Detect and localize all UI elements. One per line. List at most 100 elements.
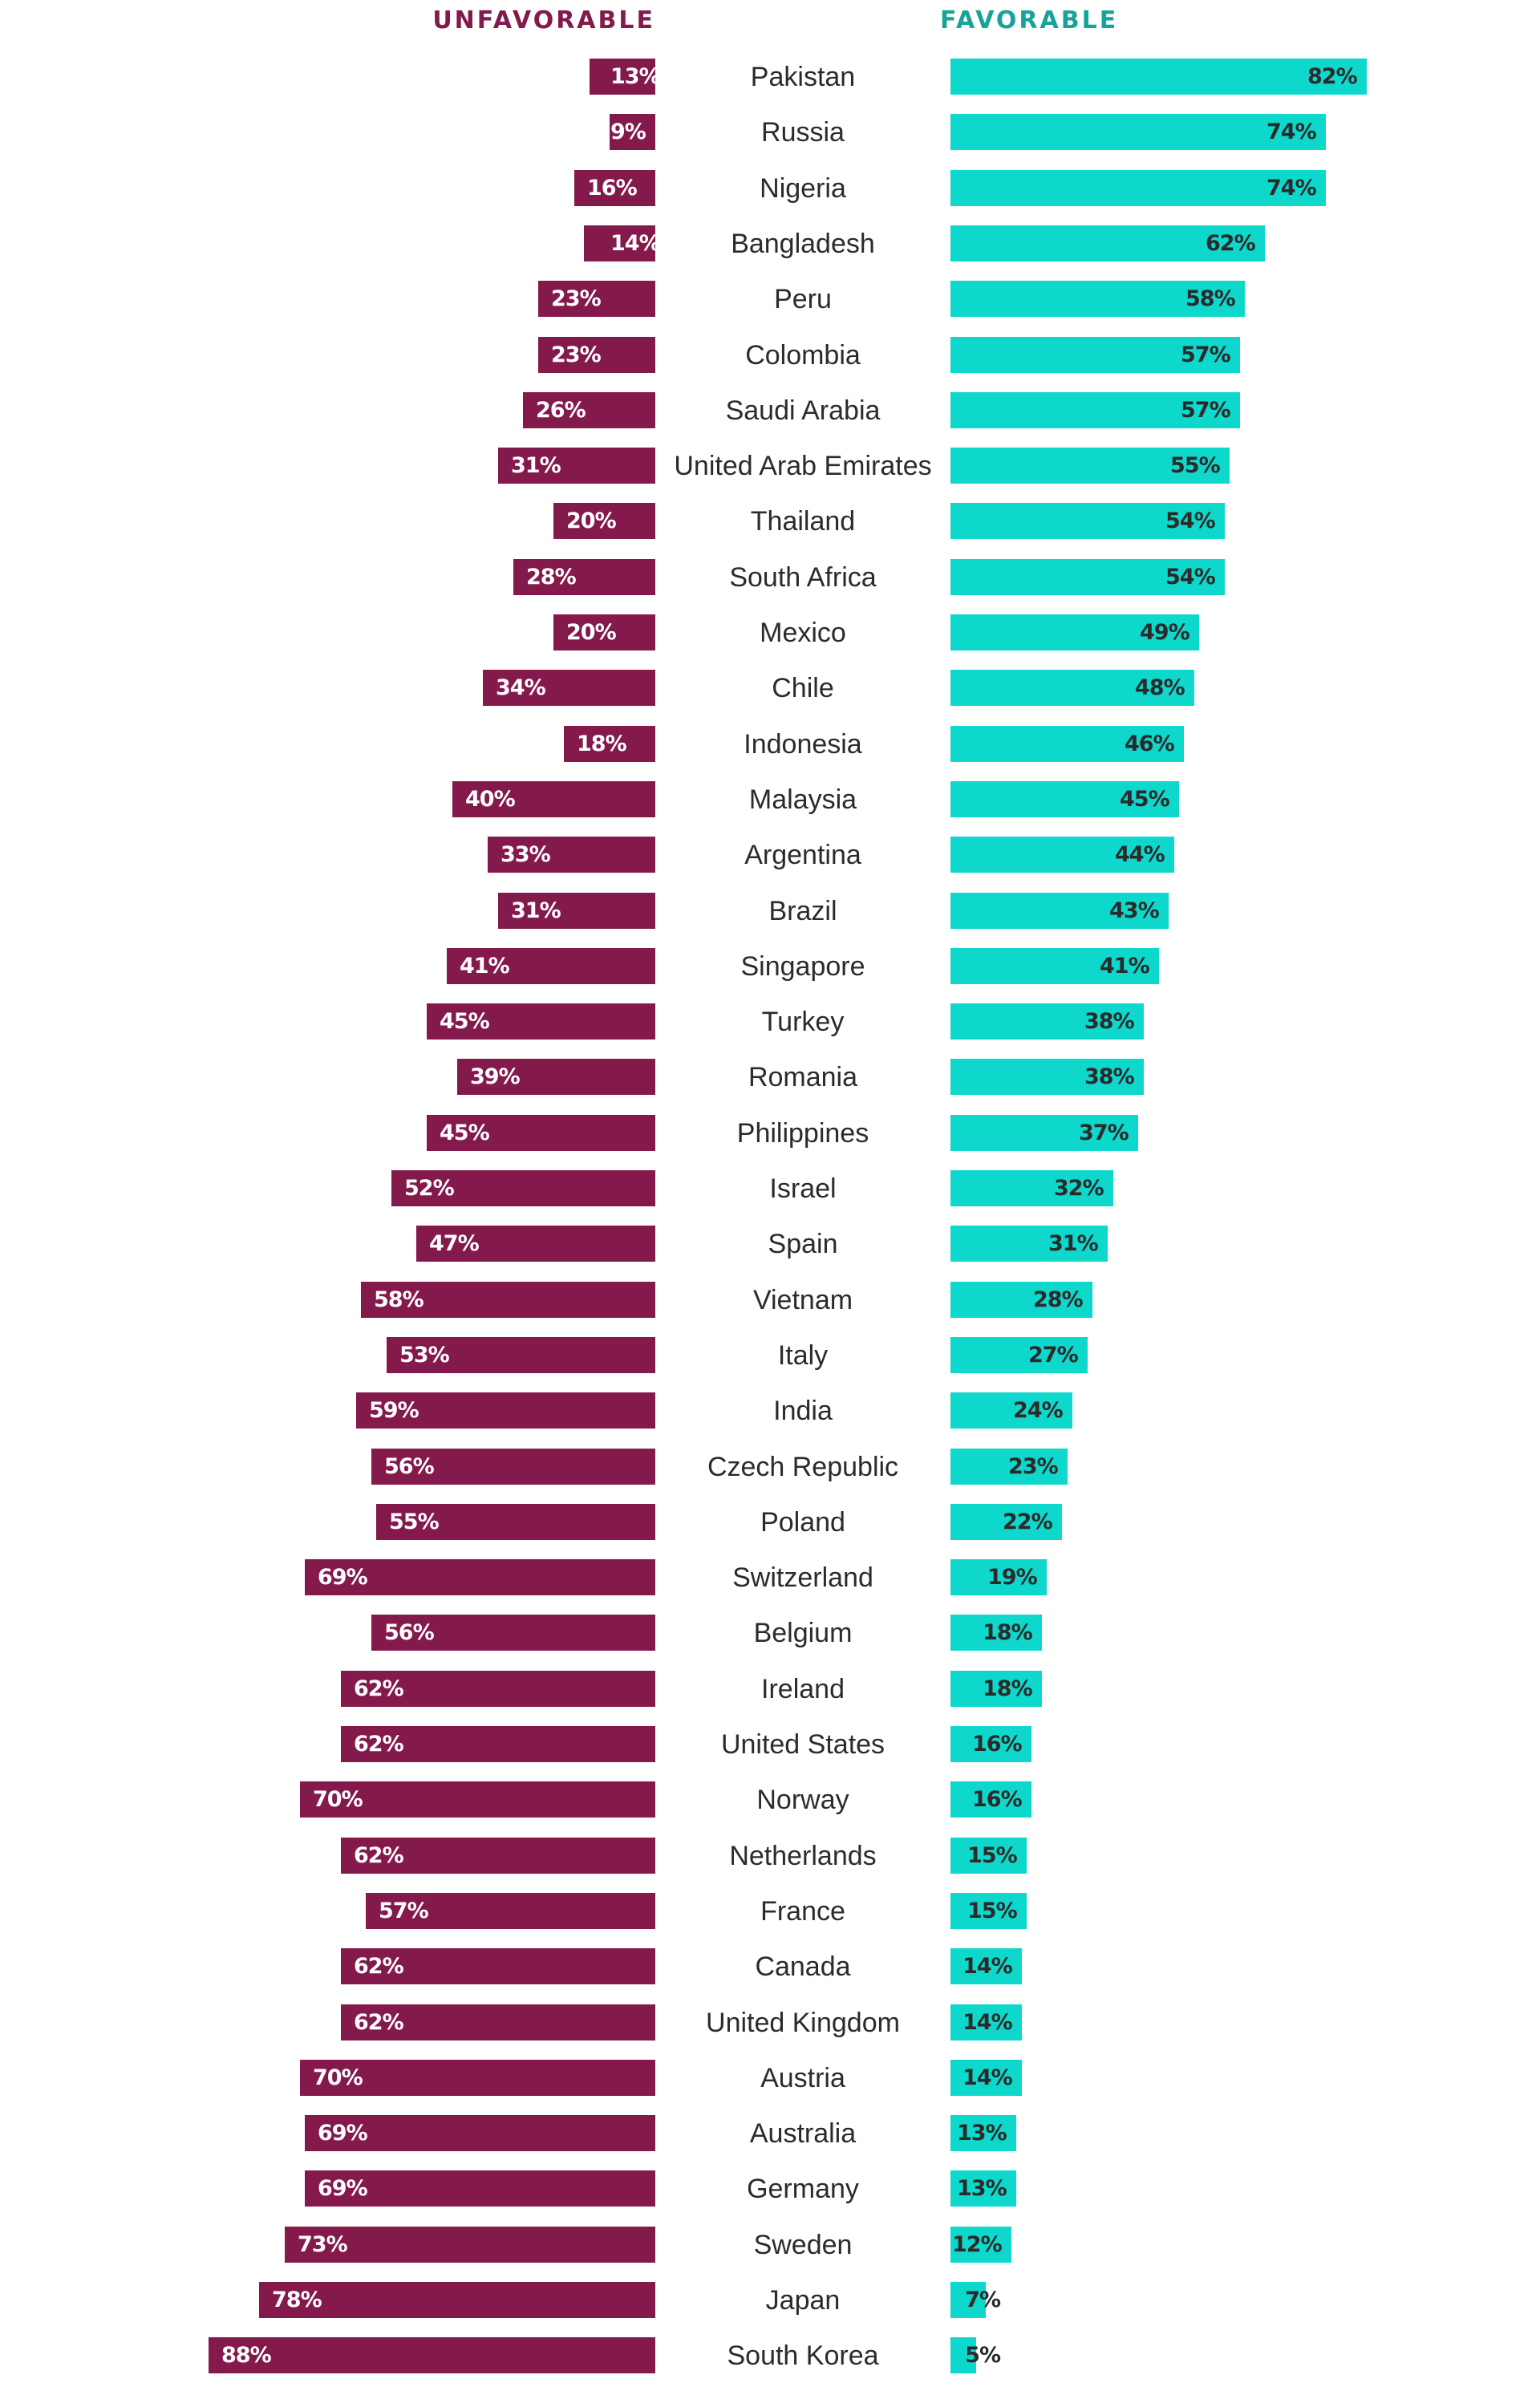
unfavorable-value-label: 39% [470, 1064, 521, 1089]
unfavorable-header: UNFAVORABLE [432, 6, 655, 34]
favorable-bar [950, 337, 1240, 373]
country-label: Netherlands [729, 1841, 877, 1871]
favorable-bar [950, 948, 1159, 984]
unfavorable-bar [416, 1226, 655, 1262]
unfavorable-bar [361, 1282, 655, 1318]
favorable-value-label: 23% [1008, 1454, 1059, 1479]
unfavorable-value-label: 13% [610, 64, 661, 89]
unfavorable-bar [341, 1948, 655, 1984]
unfavorable-value-label: 70% [313, 2065, 363, 2090]
favorable-value-label: 7% [965, 2288, 1001, 2312]
country-label: Australia [749, 2118, 857, 2149]
country-label: France [760, 1896, 845, 1927]
favorable-bar [950, 1226, 1108, 1262]
country-label: Malaysia [748, 784, 857, 815]
favorable-bar [950, 1559, 1047, 1595]
unfavorable-value-label: 62% [354, 2010, 404, 2035]
favorable-value-label: 74% [1266, 176, 1317, 201]
unfavorable-value-label: 45% [440, 1121, 490, 1145]
favorable-value-label: 18% [983, 1676, 1033, 1701]
favorable-value-label: 14% [962, 2065, 1013, 2090]
favorable-value-label: 43% [1109, 898, 1160, 923]
unfavorable-bar [341, 1838, 655, 1874]
unfavorable-value-label: 73% [298, 2232, 348, 2257]
unfavorable-bar [553, 503, 655, 539]
favorable-bar [950, 1449, 1068, 1485]
favorable-bar [950, 2337, 976, 2373]
unfavorable-value-label: 26% [536, 398, 586, 423]
favorable-value-label: 55% [1170, 453, 1221, 478]
country-label: Japan [765, 2285, 841, 2316]
unfavorable-value-label: 23% [551, 342, 602, 367]
country-label: India [773, 1396, 833, 1426]
unfavorable-value-label: 23% [551, 286, 602, 311]
unfavorable-bar [285, 2227, 655, 2263]
country-label: Bangladesh [731, 229, 875, 259]
unfavorable-bar [209, 2337, 655, 2373]
country-label: Norway [756, 1785, 849, 1815]
unfavorable-bar [391, 1170, 655, 1206]
favorable-bar [950, 837, 1174, 873]
unfavorable-bar [341, 1726, 655, 1762]
favorable-value-label: 16% [972, 1787, 1023, 1812]
favorable-value-label: 38% [1084, 1009, 1135, 1034]
unfavorable-value-label: 9% [610, 120, 646, 144]
country-label: Switzerland [732, 1562, 873, 1593]
favorable-value-label: 13% [957, 2121, 1007, 2146]
unfavorable-bar [371, 1615, 655, 1651]
country-label: Romania [748, 1062, 858, 1092]
unfavorable-value-label: 28% [526, 565, 577, 590]
country-label: United States [720, 1729, 886, 1760]
favorable-value-label: 27% [1028, 1343, 1079, 1368]
favorable-bar [950, 225, 1265, 261]
unfavorable-value-label: 69% [318, 2121, 368, 2146]
country-label: Spain [768, 1229, 838, 1259]
favorable-value-label: 19% [987, 1565, 1038, 1590]
favorable-bar [950, 2115, 1016, 2151]
unfavorable-bar [305, 2170, 655, 2207]
favorable-bar [950, 170, 1326, 206]
country-label: Nigeria [760, 173, 846, 204]
country-label: Ireland [761, 1674, 845, 1704]
unfavorable-bar [610, 114, 655, 150]
country-label: Argentina [744, 840, 861, 870]
unfavorable-bar [523, 392, 655, 428]
unfavorable-bar [498, 448, 655, 484]
country-label: Saudi Arabia [725, 395, 881, 426]
favorable-value-label: 41% [1100, 954, 1150, 979]
favorable-bar [950, 1504, 1062, 1540]
favorable-bar [950, 59, 1367, 95]
favorable-value-label: 18% [983, 1620, 1033, 1645]
favorable-value-label: 46% [1125, 732, 1175, 756]
unfavorable-bar [483, 670, 655, 706]
unfavorable-value-label: 62% [354, 1954, 404, 1979]
favorable-value-label: 82% [1307, 64, 1358, 89]
unfavorable-bar [584, 225, 655, 261]
unfavorable-bar [366, 1893, 655, 1929]
favorable-bar [950, 1170, 1113, 1206]
favorable-bar [950, 559, 1225, 595]
country-label: Belgium [753, 1618, 853, 1648]
favorable-bar [950, 1948, 1022, 1984]
unfavorable-value-label: 33% [500, 842, 551, 867]
country-label: Mexico [760, 618, 846, 648]
unfavorable-value-label: 31% [511, 453, 561, 478]
favorable-value-label: 13% [957, 2176, 1007, 2201]
unfavorable-bar [553, 614, 655, 650]
unfavorable-value-label: 56% [384, 1620, 435, 1645]
unfavorable-bar [498, 893, 655, 929]
unfavorable-bar [538, 281, 655, 317]
favorable-value-label: 57% [1181, 342, 1231, 367]
unfavorable-bar [259, 2282, 655, 2318]
unfavorable-bar [305, 1559, 655, 1595]
unfavorable-value-label: 62% [354, 1732, 404, 1757]
favorable-bar [950, 726, 1184, 762]
favorable-bar [950, 2170, 1016, 2207]
unfavorable-bar [590, 59, 655, 95]
unfavorable-bar [371, 1449, 655, 1485]
country-label: Russia [761, 117, 845, 148]
favorable-value-label: 15% [967, 1843, 1018, 1868]
unfavorable-value-label: 56% [384, 1454, 435, 1479]
country-label: Turkey [761, 1007, 845, 1037]
